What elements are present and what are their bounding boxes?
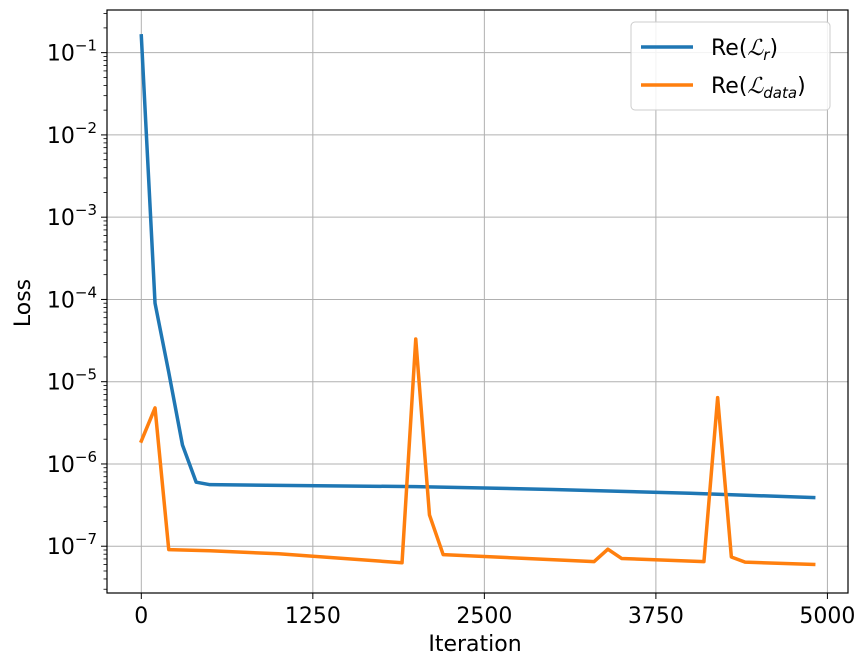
plot-frame <box>106 9 849 594</box>
x-axis-title: Iteration <box>428 632 521 657</box>
y-axis: 10−7 10−6 10−5 10−4 10−3 10−2 10−1 <box>47 13 107 590</box>
series-line <box>139 34 816 500</box>
y-tick-label: 10−1 <box>47 37 97 67</box>
series-line <box>139 337 816 567</box>
legend-box <box>630 21 831 111</box>
x-tick-label: 2500 <box>456 604 512 629</box>
y-tick-label: 10−5 <box>47 366 97 396</box>
legend-label: Re(ℒdata) <box>711 74 806 102</box>
grid-lines <box>107 10 848 593</box>
x-tick-label: 5000 <box>799 604 855 629</box>
y-tick-label: 10−4 <box>47 283 97 313</box>
y-tick-label: 10−2 <box>47 119 97 149</box>
y-tick-label: 10−7 <box>47 530 97 560</box>
x-tick-label: 0 <box>134 604 148 629</box>
legend: Re(ℒr) Re(ℒdata) <box>630 21 831 111</box>
legend-label: Re(ℒr) <box>711 36 778 64</box>
x-axis: 0 1250 2500 3750 5000 <box>134 593 855 629</box>
y-tick-label: 10−6 <box>47 448 97 478</box>
y-tick-label: 10−3 <box>47 201 97 231</box>
y-axis-title: Loss <box>11 279 36 327</box>
series-lines <box>139 34 816 567</box>
x-tick-label: 1250 <box>285 604 341 629</box>
x-tick-label: 3750 <box>628 604 684 629</box>
